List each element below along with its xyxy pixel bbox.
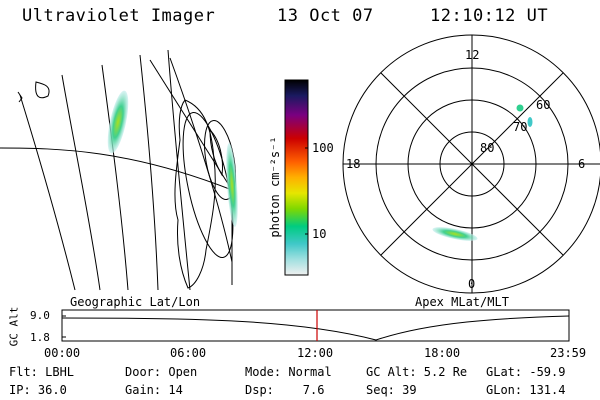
aurora-emission [107, 90, 129, 154]
altitude-xtick: 18:00 [424, 346, 461, 360]
glat-info: GLat: -59.9 [486, 365, 566, 379]
time-label: 12:10:12 UT [430, 6, 549, 26]
mlt-label-top: 12 [465, 48, 480, 62]
door-info: Door: Open [125, 365, 198, 379]
altitude-ytick: 1.8 [30, 331, 50, 344]
meridian-line [61, 74, 101, 291]
meridian-line [19, 94, 76, 291]
seq-info: Seq: 39 [366, 383, 417, 397]
dsp-info: Dsp: 7.6 [245, 383, 325, 397]
lat-label: 80 [480, 141, 495, 155]
altitude-xtick: 06:00 [170, 346, 207, 360]
altitude-ytick: 9.0 [30, 309, 50, 322]
colorbar-unit-label: photon cm⁻²s⁻¹ [268, 136, 282, 238]
altitude-ylabel: GC Alt [7, 306, 21, 347]
gc-alt-info: GC Alt: 5.2 Re [366, 365, 468, 379]
latitude-line [0, 147, 233, 191]
altitude-xtick: 12:00 [297, 346, 334, 360]
meridian-line [139, 54, 159, 291]
polar-panel-title: Apex MLat/MLT [415, 295, 509, 309]
date-label: 13 Oct 07 [277, 6, 374, 26]
coastline [35, 81, 50, 99]
altitude-xtick: 00:00 [44, 346, 81, 360]
polar-plot [342, 34, 600, 294]
mlt-label-left: 18 [346, 157, 361, 171]
meridian-line [101, 64, 129, 291]
aurora-emission [527, 117, 533, 127]
coastline [209, 128, 223, 177]
geo-panel-title: Geographic Lat/Lon [70, 295, 201, 309]
altitude-xtick: 23:59 [550, 346, 587, 360]
coastline [174, 99, 216, 289]
aurora-emission [432, 227, 478, 241]
app-title: Ultraviolet Imager [22, 6, 216, 26]
colorbar-tick: 10 [312, 227, 327, 241]
lat-label: 60 [536, 98, 551, 112]
ip-info: IP: 36.0 [9, 383, 67, 397]
aurora-emission [516, 104, 524, 112]
filter-info: Flt: LBHL [9, 365, 75, 379]
aurora-emission [226, 143, 238, 227]
meridian-line [167, 49, 191, 291]
mlt-label-right: 6 [578, 157, 586, 171]
colorbar-tick: 100 [312, 141, 334, 155]
geographic-map [0, 49, 236, 291]
glon-info: GLon: 131.4 [486, 383, 566, 397]
gain-info: Gain: 14 [125, 383, 183, 397]
mlt-label-bottom: 0 [468, 277, 476, 291]
coastline [17, 91, 23, 103]
colorbar [284, 79, 309, 276]
mode-info: Mode: Normal [245, 365, 332, 379]
altitude-plot [61, 309, 570, 342]
lat-label: 70 [513, 120, 528, 134]
